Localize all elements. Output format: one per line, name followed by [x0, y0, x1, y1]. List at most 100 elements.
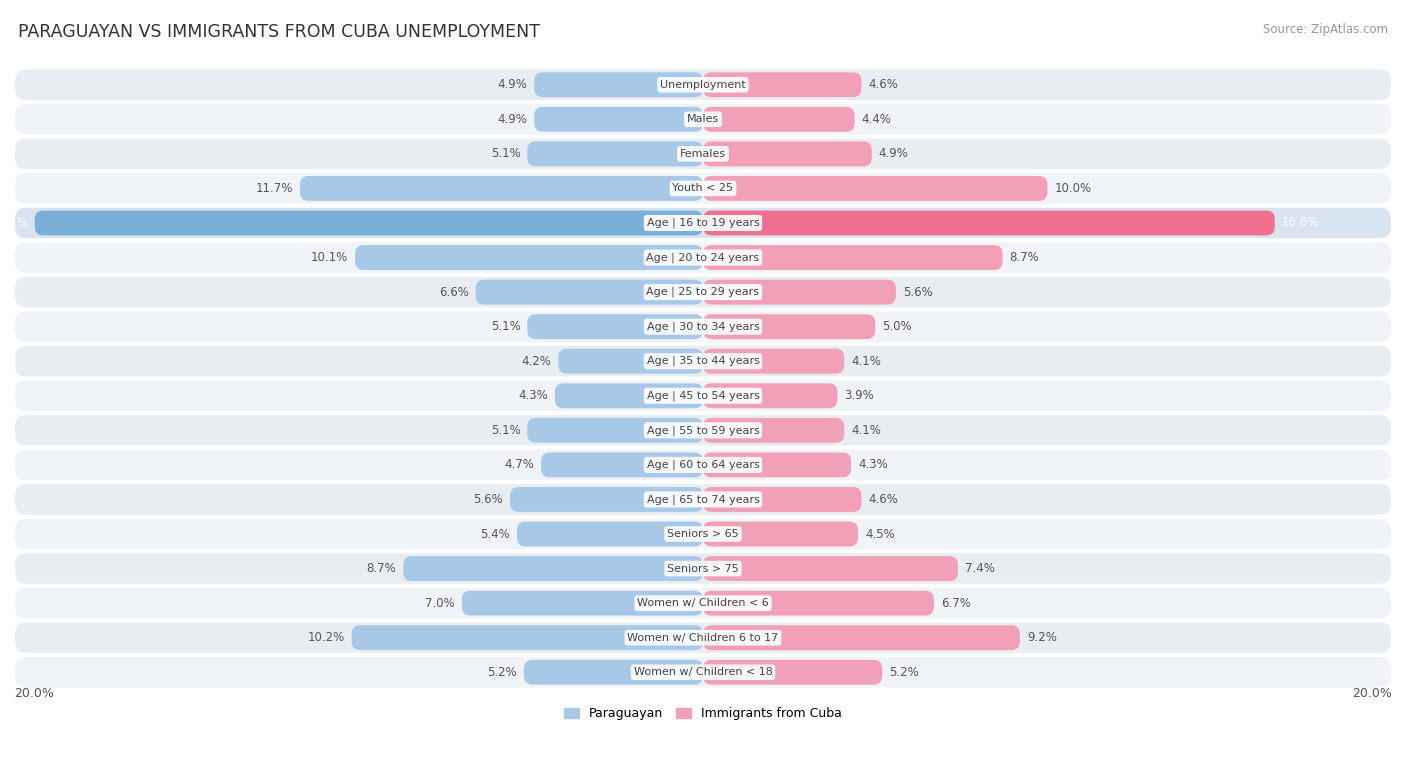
FancyBboxPatch shape [703, 349, 844, 374]
FancyBboxPatch shape [35, 210, 703, 235]
Text: Age | 16 to 19 years: Age | 16 to 19 years [647, 218, 759, 229]
Text: 5.4%: 5.4% [481, 528, 510, 540]
Text: 7.4%: 7.4% [965, 562, 994, 575]
Text: 5.1%: 5.1% [491, 148, 520, 160]
Text: Seniors > 75: Seniors > 75 [666, 563, 740, 574]
FancyBboxPatch shape [14, 345, 1392, 378]
FancyBboxPatch shape [14, 379, 1392, 412]
FancyBboxPatch shape [703, 176, 1047, 201]
FancyBboxPatch shape [527, 314, 703, 339]
Text: Age | 35 to 44 years: Age | 35 to 44 years [647, 356, 759, 366]
FancyBboxPatch shape [703, 625, 1019, 650]
Text: 10.1%: 10.1% [311, 251, 349, 264]
Text: Age | 20 to 24 years: Age | 20 to 24 years [647, 252, 759, 263]
FancyBboxPatch shape [524, 660, 703, 684]
FancyBboxPatch shape [14, 68, 1392, 101]
FancyBboxPatch shape [14, 656, 1392, 689]
Text: Unemployment: Unemployment [661, 79, 745, 90]
Text: 11.7%: 11.7% [256, 182, 292, 195]
Text: 4.6%: 4.6% [869, 493, 898, 506]
Text: PARAGUAYAN VS IMMIGRANTS FROM CUBA UNEMPLOYMENT: PARAGUAYAN VS IMMIGRANTS FROM CUBA UNEMP… [18, 23, 540, 41]
Text: 8.7%: 8.7% [1010, 251, 1039, 264]
FancyBboxPatch shape [703, 522, 858, 547]
Text: Age | 45 to 54 years: Age | 45 to 54 years [647, 391, 759, 401]
FancyBboxPatch shape [703, 142, 872, 167]
Text: 4.1%: 4.1% [851, 355, 882, 368]
FancyBboxPatch shape [14, 414, 1392, 447]
Text: Youth < 25: Youth < 25 [672, 183, 734, 194]
FancyBboxPatch shape [703, 418, 844, 443]
Text: 3.9%: 3.9% [844, 389, 875, 402]
FancyBboxPatch shape [14, 483, 1392, 516]
FancyBboxPatch shape [14, 138, 1392, 170]
Text: 20.0%: 20.0% [14, 687, 53, 700]
FancyBboxPatch shape [14, 103, 1392, 136]
FancyBboxPatch shape [703, 107, 855, 132]
Text: 9.2%: 9.2% [1026, 631, 1057, 644]
FancyBboxPatch shape [703, 660, 882, 684]
FancyBboxPatch shape [475, 279, 703, 304]
Text: 4.9%: 4.9% [879, 148, 908, 160]
FancyBboxPatch shape [703, 590, 934, 615]
Text: 4.7%: 4.7% [505, 459, 534, 472]
FancyBboxPatch shape [703, 73, 862, 97]
FancyBboxPatch shape [703, 279, 896, 304]
Text: 5.1%: 5.1% [491, 424, 520, 437]
FancyBboxPatch shape [703, 383, 838, 408]
FancyBboxPatch shape [404, 556, 703, 581]
FancyBboxPatch shape [14, 621, 1392, 654]
Text: 19.4%: 19.4% [0, 217, 28, 229]
FancyBboxPatch shape [534, 73, 703, 97]
Text: 4.9%: 4.9% [498, 113, 527, 126]
Text: 5.2%: 5.2% [889, 665, 918, 679]
Text: 5.1%: 5.1% [491, 320, 520, 333]
Text: 4.2%: 4.2% [522, 355, 551, 368]
Text: 4.3%: 4.3% [519, 389, 548, 402]
Text: 4.1%: 4.1% [851, 424, 882, 437]
Text: Age | 55 to 59 years: Age | 55 to 59 years [647, 425, 759, 435]
Text: 5.6%: 5.6% [903, 285, 932, 298]
Text: 7.0%: 7.0% [425, 597, 456, 609]
FancyBboxPatch shape [352, 625, 703, 650]
Text: Age | 60 to 64 years: Age | 60 to 64 years [647, 459, 759, 470]
FancyBboxPatch shape [527, 142, 703, 167]
Text: Women w/ Children < 6: Women w/ Children < 6 [637, 598, 769, 608]
FancyBboxPatch shape [555, 383, 703, 408]
FancyBboxPatch shape [356, 245, 703, 270]
Text: 10.2%: 10.2% [308, 631, 344, 644]
Text: Females: Females [681, 149, 725, 159]
FancyBboxPatch shape [14, 553, 1392, 585]
Text: Age | 65 to 74 years: Age | 65 to 74 years [647, 494, 759, 505]
FancyBboxPatch shape [299, 176, 703, 201]
FancyBboxPatch shape [14, 276, 1392, 308]
Text: Males: Males [688, 114, 718, 124]
Text: 6.6%: 6.6% [439, 285, 468, 298]
FancyBboxPatch shape [558, 349, 703, 374]
Text: 5.0%: 5.0% [882, 320, 911, 333]
Text: 4.5%: 4.5% [865, 528, 894, 540]
Text: 8.7%: 8.7% [367, 562, 396, 575]
FancyBboxPatch shape [703, 453, 851, 478]
FancyBboxPatch shape [510, 487, 703, 512]
Text: Age | 30 to 34 years: Age | 30 to 34 years [647, 322, 759, 332]
FancyBboxPatch shape [14, 172, 1392, 204]
FancyBboxPatch shape [541, 453, 703, 478]
FancyBboxPatch shape [703, 556, 957, 581]
Legend: Paraguayan, Immigrants from Cuba: Paraguayan, Immigrants from Cuba [560, 702, 846, 725]
FancyBboxPatch shape [14, 449, 1392, 481]
Text: 10.0%: 10.0% [1054, 182, 1091, 195]
FancyBboxPatch shape [14, 207, 1392, 239]
Text: 4.9%: 4.9% [498, 78, 527, 92]
Text: Women w/ Children < 18: Women w/ Children < 18 [634, 667, 772, 678]
Text: 5.6%: 5.6% [474, 493, 503, 506]
FancyBboxPatch shape [527, 418, 703, 443]
Text: Seniors > 65: Seniors > 65 [668, 529, 738, 539]
Text: 5.2%: 5.2% [488, 665, 517, 679]
FancyBboxPatch shape [517, 522, 703, 547]
Text: 16.6%: 16.6% [1282, 217, 1319, 229]
Text: 4.6%: 4.6% [869, 78, 898, 92]
FancyBboxPatch shape [461, 590, 703, 615]
Text: 20.0%: 20.0% [1353, 687, 1392, 700]
FancyBboxPatch shape [14, 310, 1392, 343]
FancyBboxPatch shape [703, 245, 1002, 270]
